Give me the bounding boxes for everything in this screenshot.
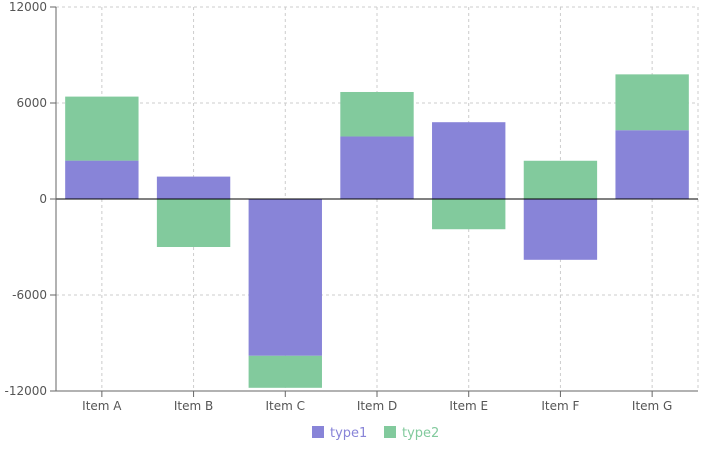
bar-type1-item-b[interactable] <box>156 176 231 199</box>
legend-item-type2[interactable]: type2 <box>384 426 439 441</box>
bars-layer <box>65 74 689 388</box>
bar-type2-item-e[interactable] <box>432 199 506 230</box>
legend-swatch <box>312 426 324 438</box>
bar-type2-item-g[interactable] <box>615 74 689 131</box>
x-tick-label: Item G <box>632 399 672 413</box>
bar-type1-item-c[interactable] <box>248 199 322 356</box>
bar-type2-item-d[interactable] <box>340 91 414 137</box>
x-tick-label: Item C <box>266 399 306 413</box>
bar-type1-item-g[interactable] <box>615 130 689 199</box>
y-tick-label: -6000 <box>12 288 47 302</box>
bar-type2-item-f[interactable] <box>523 160 598 199</box>
y-tick-label: 12000 <box>9 0 47 14</box>
x-tick-label: Item F <box>541 399 579 413</box>
bar-type1-item-d[interactable] <box>340 136 414 199</box>
legend-swatch <box>384 426 396 438</box>
y-tick-label: 0 <box>39 192 47 206</box>
bar-type1-item-e[interactable] <box>432 122 506 199</box>
bar-type1-item-a[interactable] <box>65 160 139 199</box>
y-tick-label: -12000 <box>4 384 47 398</box>
bar-type2-item-c[interactable] <box>248 355 322 388</box>
legend-label: type2 <box>402 426 439 441</box>
bar-type2-item-a[interactable] <box>65 96 139 161</box>
axes-layer: 12000 6000 0 -6000 -12000 Item A Item B Item C I… <box>4 0 698 413</box>
bar-type2-item-b[interactable] <box>156 199 231 247</box>
legend-label: type1 <box>330 426 367 441</box>
legend: type1 type2 <box>312 426 439 441</box>
y-tick-label: 6000 <box>16 96 47 110</box>
x-tick-label: Item D <box>357 399 397 413</box>
x-tick-label: Item A <box>82 399 122 413</box>
legend-item-type1[interactable]: type1 <box>312 426 367 441</box>
bar-type1-item-f[interactable] <box>523 199 598 260</box>
x-tick-label: Item E <box>449 399 488 413</box>
x-tick-label: Item B <box>174 399 213 413</box>
